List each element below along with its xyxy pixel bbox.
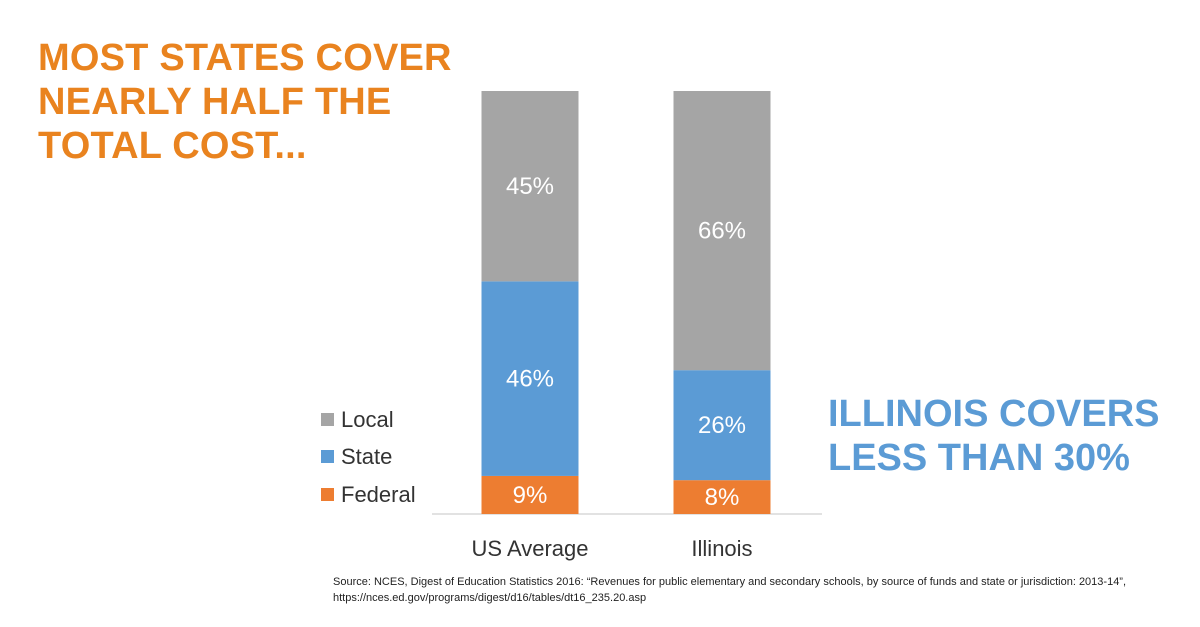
bar-us-average-state <box>481 281 579 476</box>
bar-illinois-federal <box>673 480 771 514</box>
legend-swatch-local <box>321 413 334 426</box>
data-label-illinois-local: 66% <box>698 218 746 245</box>
bar-us-average-federal <box>481 475 579 514</box>
illinois-callout: ILLINOIS COVERS LESS THAN 30% <box>828 393 1160 479</box>
legend-swatch-state <box>321 450 334 463</box>
legend-swatch-federal <box>321 488 334 501</box>
category-label-us-average: US Average <box>471 536 588 561</box>
category-label-illinois: Illinois <box>691 536 752 561</box>
legend-label-local: Local <box>341 407 394 432</box>
bar-illinois-state <box>673 370 771 481</box>
bar-illinois-local <box>673 91 771 371</box>
data-label-us-average-federal: 9% <box>513 482 548 509</box>
data-label-us-average-local: 45% <box>506 173 554 200</box>
data-label-illinois-federal: 8% <box>705 484 740 511</box>
data-label-us-average-state: 46% <box>506 366 554 393</box>
legend-label-federal: Federal <box>341 482 416 507</box>
headline: MOST STATES COVER NEARLY HALF THE TOTAL … <box>38 37 452 167</box>
bar-us-average-local <box>481 91 579 282</box>
source-note: Source: NCES, Digest of Education Statis… <box>333 576 1127 604</box>
legend-label-state: State <box>341 444 392 469</box>
data-label-illinois-state: 26% <box>698 412 746 439</box>
